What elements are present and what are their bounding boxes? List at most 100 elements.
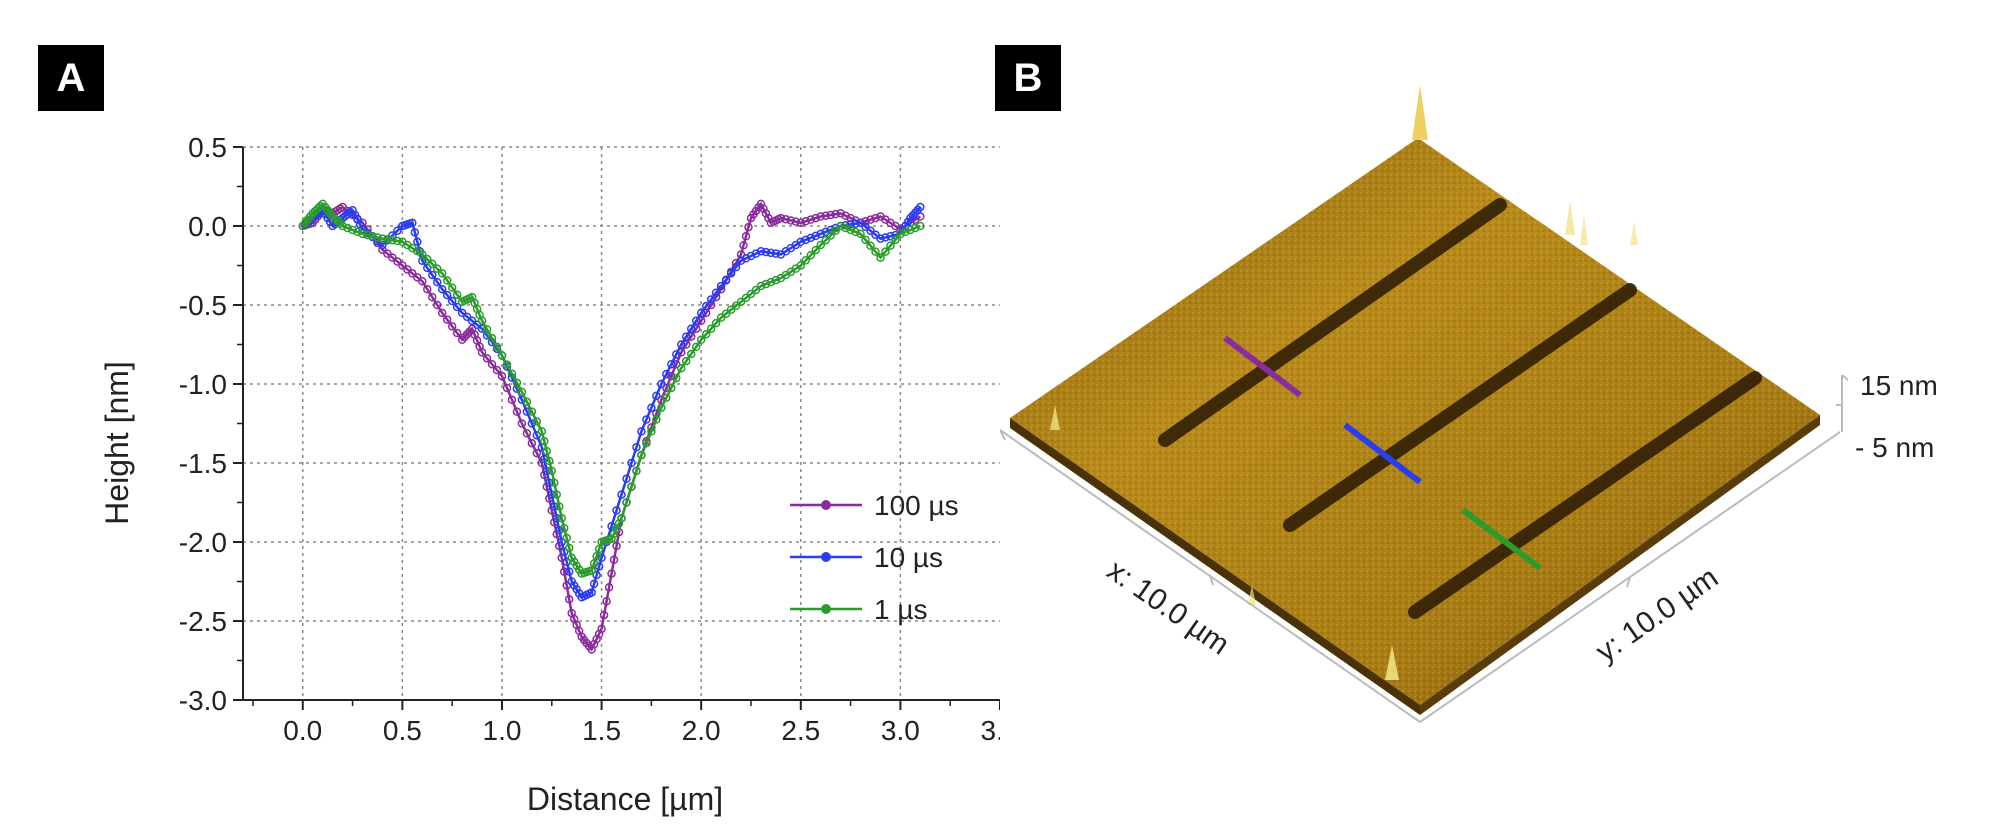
data-point — [632, 466, 641, 476]
data-point — [358, 229, 367, 239]
data-point — [806, 233, 815, 243]
data-point — [333, 217, 342, 226]
data-point — [637, 450, 646, 460]
data-point — [866, 215, 875, 224]
data-point — [564, 567, 574, 576]
data-point — [667, 383, 676, 393]
data-point — [428, 292, 437, 302]
data-point — [602, 597, 611, 606]
series-line — [302, 201, 921, 652]
x-tick-label: 0.0 — [283, 715, 322, 746]
data-point — [527, 439, 537, 448]
y-tick-label: -2.5 — [179, 606, 227, 637]
data-point — [811, 231, 820, 241]
data-point — [667, 371, 676, 381]
data-point — [672, 350, 681, 359]
data-point — [564, 595, 574, 604]
data-point — [452, 302, 462, 312]
data-point — [612, 541, 621, 551]
series-2 — [298, 199, 925, 578]
data-point — [609, 555, 619, 565]
data-point — [622, 474, 631, 484]
spike-top — [1412, 85, 1428, 140]
data-point — [677, 363, 686, 373]
data-point — [706, 295, 716, 304]
y-axis-tick-mid — [1626, 576, 1631, 588]
data-point — [547, 466, 557, 476]
data-point — [711, 288, 721, 298]
data-point — [432, 277, 442, 287]
data-point — [447, 283, 457, 292]
data-point — [836, 221, 845, 231]
data-point — [916, 221, 925, 231]
data-point — [652, 415, 661, 424]
data-point — [315, 202, 325, 211]
spike-mid — [1248, 585, 1256, 605]
data-point — [751, 249, 761, 258]
data-point — [330, 214, 340, 224]
x-tick-label: 2.0 — [682, 715, 721, 746]
data-point — [482, 325, 492, 334]
data-point — [589, 559, 599, 568]
data-point — [761, 279, 771, 289]
data-point — [906, 225, 915, 235]
data-point — [821, 235, 830, 245]
data-point — [487, 333, 497, 343]
data-point — [497, 371, 507, 381]
profile-line-10us — [1343, 422, 1422, 485]
data-point — [677, 340, 686, 349]
data-point — [545, 456, 554, 466]
data-point — [691, 316, 701, 326]
surface-right-edge — [1420, 415, 1820, 715]
data-point — [871, 247, 880, 256]
surface-front-edge — [1010, 418, 1420, 715]
data-point — [355, 220, 365, 229]
data-point — [552, 490, 562, 499]
data-point — [811, 213, 820, 223]
data-point — [432, 300, 442, 310]
legend-label: 10 µs — [874, 542, 943, 573]
data-point — [726, 269, 736, 278]
data-point — [532, 417, 542, 426]
data-point — [841, 211, 850, 220]
data-point — [736, 256, 746, 266]
data-point — [522, 429, 532, 438]
data-point — [423, 254, 432, 264]
data-point — [617, 490, 626, 499]
data-point — [801, 235, 811, 245]
data-point — [542, 446, 552, 456]
data-point — [550, 478, 559, 487]
data-point — [413, 237, 422, 247]
spike-left — [1050, 405, 1060, 430]
spike-right-2 — [1580, 215, 1588, 245]
data-point — [781, 215, 791, 224]
data-point — [801, 217, 811, 226]
x-tick-label: 0.5 — [383, 715, 422, 746]
data-point — [552, 514, 562, 523]
data-point — [607, 569, 616, 578]
z-scale-bottom-label: - 5 nm — [1855, 432, 1934, 463]
data-point — [881, 247, 890, 256]
data-point — [681, 340, 691, 349]
data-point — [866, 241, 875, 250]
data-point — [587, 566, 596, 575]
groove-3 — [1408, 371, 1762, 619]
data-point — [442, 276, 452, 285]
data-point — [739, 241, 748, 250]
data-point — [597, 624, 606, 634]
data-point — [368, 232, 377, 241]
data-point — [796, 237, 806, 247]
chart-grid — [243, 146, 1000, 700]
data-point — [916, 202, 925, 212]
data-point — [343, 223, 352, 233]
afm-3d-surface: x: 10.0 µm y: 10.0 µm 15 nm - 5 nm — [1000, 85, 1938, 723]
data-point — [816, 212, 825, 221]
data-point — [393, 236, 402, 246]
data-point — [771, 249, 781, 258]
data-point — [348, 205, 357, 215]
data-point — [559, 567, 569, 576]
data-point — [831, 226, 840, 235]
data-point — [741, 232, 751, 241]
y-tick-label: -1.5 — [179, 448, 227, 479]
data-point — [607, 521, 616, 531]
